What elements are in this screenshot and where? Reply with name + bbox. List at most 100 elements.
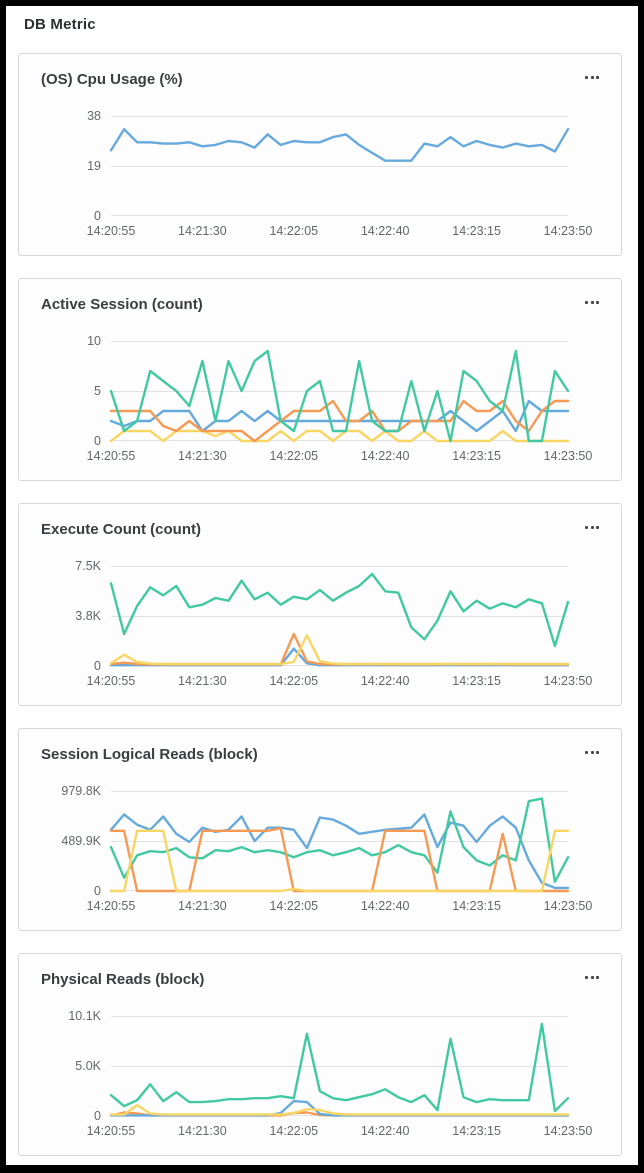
series-physical-yellow (109, 1103, 570, 1116)
x-tick-label: 14:23:15 (452, 899, 501, 913)
gridline (111, 791, 568, 792)
y-tick-label: 489.9K (61, 834, 101, 848)
series-session-orange (109, 399, 570, 443)
series-cpu-usage (109, 127, 570, 162)
x-tick-label: 14:21:30 (178, 224, 227, 238)
series-session-yellow (109, 429, 570, 443)
gridline (111, 166, 568, 167)
series-execute-yellow (109, 634, 570, 666)
x-tick-label: 14:23:50 (543, 899, 593, 913)
dashboard-page: DB Metric (OS) Cpu Usage (%) 38 19 0 (6, 6, 638, 1165)
y-tick-label: 0 (94, 1109, 101, 1123)
series-execute-orange (109, 632, 570, 666)
x-tick-label: 14:20:55 (86, 899, 136, 913)
y-tick-label: 0 (94, 209, 101, 223)
more-horizontal-icon (585, 301, 599, 304)
gridline (111, 341, 568, 342)
y-tick-label: 10.1K (68, 1009, 101, 1023)
y-tick-label: 10 (87, 334, 101, 348)
y-tick-label: 0 (94, 434, 101, 448)
x-tick-label: 14:22:40 (360, 224, 410, 238)
more-options-button[interactable] (577, 970, 607, 985)
x-tick-label: 14:23:50 (543, 1124, 593, 1138)
y-tick-label: 0 (94, 884, 101, 898)
chart-area: 979.8K 489.9K 0 14:20:55 14:21:30 14:22:… (19, 729, 621, 930)
series-execute-green (109, 572, 570, 648)
more-horizontal-icon (585, 76, 599, 79)
chart-area: 10 5 0 14:20:55 14:21:30 14:22:05 14:22:… (19, 279, 621, 480)
y-tick-label: 3.8K (75, 609, 101, 623)
x-axis: 14:20:55 14:21:30 14:22:05 14:22:40 14:2… (87, 899, 593, 915)
plot-area (109, 341, 570, 443)
gridline (111, 1016, 568, 1017)
x-tick-label: 14:22:05 (269, 224, 319, 238)
x-tick-label: 14:20:55 (86, 674, 136, 688)
more-horizontal-icon (585, 751, 599, 754)
series-reads-yellow (109, 829, 570, 893)
more-horizontal-icon (585, 526, 599, 529)
line-chart-svg (109, 127, 570, 162)
line-chart-svg (109, 349, 570, 443)
line-chart-svg (109, 1022, 570, 1117)
chart-title: (OS) Cpu Usage (%) (41, 71, 183, 88)
x-axis: 14:20:55 14:21:30 14:22:05 14:22:40 14:2… (87, 224, 593, 240)
more-options-button[interactable] (577, 70, 607, 85)
x-tick-label: 14:23:50 (543, 449, 593, 463)
x-tick-label: 14:21:30 (178, 449, 227, 463)
chart-area: 7.5K 3.8K 0 14:20:55 14:21:30 14:22:05 1… (19, 504, 621, 705)
chart-title: Execute Count (count) (41, 521, 201, 538)
x-axis: 14:20:55 14:21:30 14:22:05 14:22:40 14:2… (87, 1124, 593, 1140)
x-tick-label: 14:22:40 (360, 899, 410, 913)
series-session-green (109, 349, 570, 443)
y-tick-label: 0 (94, 659, 101, 673)
chart-title: Active Session (count) (41, 296, 203, 313)
x-tick-label: 14:22:40 (360, 674, 410, 688)
series-reads-blue (109, 813, 570, 890)
plot-area (109, 566, 570, 667)
x-tick-label: 14:21:30 (178, 1124, 227, 1138)
x-tick-label: 14:23:50 (543, 224, 593, 238)
x-axis: 14:20:55 14:21:30 14:22:05 14:22:40 14:2… (87, 674, 593, 690)
gridline (111, 1066, 568, 1067)
y-tick-label: 979.8K (61, 784, 101, 798)
more-options-button[interactable] (577, 745, 607, 760)
gridline (111, 440, 568, 441)
more-options-button[interactable] (577, 520, 607, 535)
plot-area (109, 1016, 570, 1117)
y-tick-label: 7.5K (75, 559, 101, 573)
series-session-blue (109, 399, 570, 433)
y-tick-label: 5 (94, 384, 101, 398)
y-tick-label: 5.0K (75, 1059, 101, 1073)
x-axis: 14:20:55 14:21:30 14:22:05 14:22:40 14:2… (87, 449, 593, 465)
chart-area: 38 19 0 14:20:55 14:21:30 14:22:05 14:22… (19, 54, 621, 255)
x-tick-label: 14:23:50 (543, 674, 593, 688)
more-horizontal-icon (585, 976, 599, 979)
series-reads-green (109, 797, 570, 884)
x-tick-label: 14:21:30 (178, 899, 227, 913)
x-tick-label: 14:22:40 (360, 449, 410, 463)
more-options-button[interactable] (577, 295, 607, 310)
gridline (111, 391, 568, 392)
gridline (111, 566, 568, 567)
plot-area (109, 791, 570, 893)
x-tick-label: 14:20:55 (86, 449, 136, 463)
gridline (111, 841, 568, 842)
chart-card-active-session: Active Session (count) 10 5 0 (18, 278, 622, 481)
gridline (111, 215, 568, 216)
x-tick-label: 14:23:15 (452, 224, 501, 238)
x-tick-label: 14:22:05 (269, 1124, 319, 1138)
series-physical-green (109, 1022, 570, 1113)
x-tick-label: 14:20:55 (86, 1124, 136, 1138)
x-tick-label: 14:22:05 (269, 449, 319, 463)
y-tick-label: 38 (87, 109, 101, 123)
page-title: DB Metric (24, 16, 96, 33)
gridline (111, 616, 568, 617)
x-tick-label: 14:22:40 (360, 1124, 410, 1138)
series-reads-orange (109, 827, 570, 893)
plot-area (109, 116, 570, 216)
x-tick-label: 14:22:05 (269, 899, 319, 913)
x-tick-label: 14:23:15 (452, 449, 501, 463)
gridline (111, 116, 568, 117)
chart-title: Session Logical Reads (block) (41, 746, 258, 763)
